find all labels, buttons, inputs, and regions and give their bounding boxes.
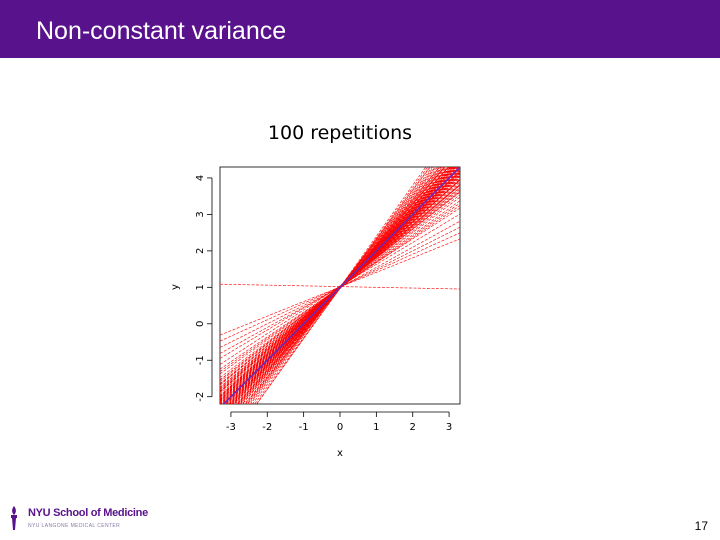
fit-line-16: [246, 167, 437, 404]
fit-line-20: [239, 167, 445, 404]
fit-line-28: [250, 167, 433, 404]
regression-lines-chart: -3 -2 -1 0 1 2 3 -2 -1 0 1 2 3 4 x y: [170, 166, 461, 459]
fit-line-74: [256, 167, 427, 404]
x-tick-label-0: -3: [226, 422, 236, 433]
x-tick-label-1: -2: [262, 422, 272, 433]
y-tick-label-2: 0: [195, 321, 206, 327]
fit-line-99: [220, 283, 460, 290]
y-tick-label-0: -2: [195, 392, 206, 402]
slide-header: Non-constant variance: [0, 0, 720, 58]
fit-line-44: [228, 167, 455, 404]
fit-line-61: [220, 194, 460, 381]
y-tick-label-3: 1: [195, 284, 206, 290]
true-line-group: [222, 167, 460, 404]
x-axis-label: x: [337, 448, 343, 459]
y-tick-label-6: 4: [195, 175, 206, 181]
slide-title: Non-constant variance: [36, 17, 287, 45]
y-axis: -2 -1 0 1 2 3 4: [195, 175, 213, 402]
logo-subtext: NYU LANGONE MEDICAL CENTER: [28, 523, 121, 529]
fit-line-87: [220, 238, 460, 336]
x-tick-label-5: 2: [410, 422, 416, 433]
true-line: [222, 167, 460, 404]
nyu-school-of-medicine-logo: NYU School of Medicine NYU LANGONE MEDIC…: [4, 503, 148, 537]
torch-icon: [11, 506, 17, 530]
logo-text: NYU School of Medicine: [28, 507, 148, 519]
x-axis: -3 -2 -1 0 1 2 3: [226, 411, 452, 433]
y-tick-label-1: -1: [195, 355, 206, 365]
fit-line-91: [220, 172, 460, 402]
y-axis-label: y: [170, 284, 181, 290]
y-tick-label-5: 3: [195, 211, 206, 217]
fit-line-92: [229, 167, 456, 404]
fit-line-46: [238, 167, 446, 404]
x-tick-label-3: 0: [337, 422, 343, 433]
x-tick-label-2: -1: [299, 422, 309, 433]
y-tick-label-4: 2: [195, 248, 206, 254]
x-tick-label-4: 1: [373, 422, 379, 433]
chart-title: 100 repetitions: [267, 122, 413, 144]
fit-line-57: [220, 187, 460, 388]
fit-line-90: [238, 167, 445, 404]
x-tick-label-6: 3: [446, 422, 452, 433]
fit-line-39: [220, 207, 460, 365]
page-number: 17: [694, 519, 708, 533]
fit-line-94: [247, 167, 436, 404]
